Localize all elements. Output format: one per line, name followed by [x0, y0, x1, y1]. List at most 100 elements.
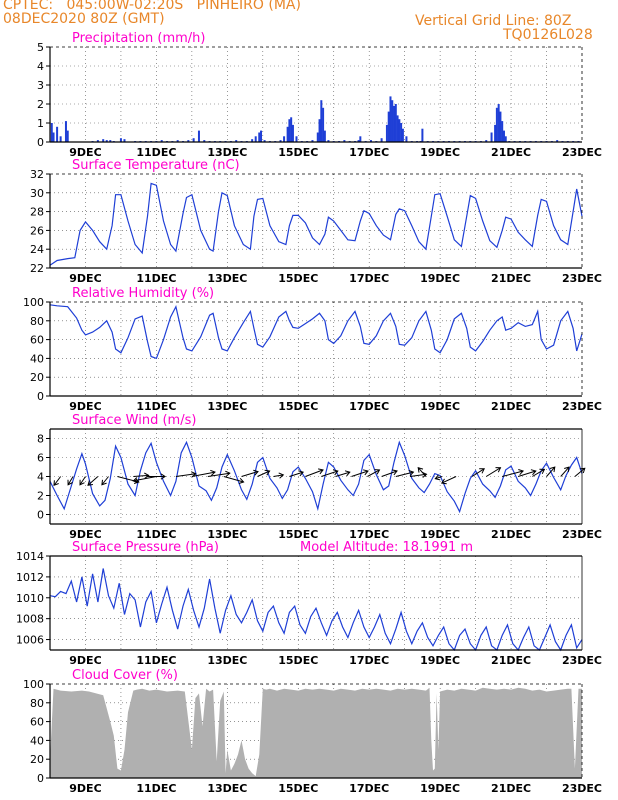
precip-bar: [260, 130, 263, 142]
y-tick-label: 0: [37, 509, 44, 522]
precip-bar: [495, 107, 498, 142]
precip-bar: [320, 100, 323, 142]
precip-bar: [421, 128, 424, 142]
x-tick-label: 11DEC: [136, 654, 176, 667]
wind-vector-shaft: [133, 474, 149, 477]
wind-vector: [257, 469, 271, 477]
y-tick-label: 1012: [16, 571, 44, 584]
wind-vector-head: [101, 479, 107, 486]
precip-bar: [258, 132, 261, 142]
x-tick-label: 13DEC: [207, 654, 247, 667]
precip-bar: [123, 139, 126, 142]
precip-bar: [291, 124, 294, 142]
x-tick-label: 15DEC: [278, 272, 318, 285]
wind-vector: [132, 476, 157, 484]
precip-bar: [400, 123, 403, 142]
wind-vector-head: [133, 478, 140, 484]
wind-vector-shaft: [223, 476, 244, 483]
y-tick-label: 30: [30, 187, 44, 200]
wind-vector-shaft: [79, 476, 86, 486]
x-tick-label: 11DEC: [136, 400, 176, 413]
y-tick-label: 40: [30, 352, 44, 365]
wind-vector: [518, 469, 537, 477]
y-tick-label: 1014: [16, 550, 44, 563]
wind-vector-head: [298, 470, 304, 477]
wind-vector: [335, 470, 351, 477]
wind-vector: [191, 469, 216, 477]
humidity-series: [49, 304, 583, 360]
x-tick-label: 15DEC: [278, 654, 318, 667]
wind-vector-shaft: [117, 476, 139, 483]
y-tick-label: 20: [30, 371, 44, 384]
precip-bar: [176, 140, 179, 142]
precip-bar: [251, 139, 254, 142]
precip-bar: [64, 121, 67, 142]
x-tick-label: 17DEC: [349, 782, 389, 795]
wind-vector-head: [374, 469, 381, 475]
y-tick-label: 1008: [16, 613, 44, 626]
wind-vector-head: [264, 469, 271, 476]
wind-vector-head: [549, 466, 556, 473]
y-tick-label: 22: [30, 262, 44, 275]
panel-title: Precipitation (mm/h): [72, 31, 205, 46]
y-tick-label: 26: [30, 224, 44, 237]
wind-vector: [289, 470, 304, 477]
wind-vector-shaft: [441, 476, 457, 484]
x-tick-label: 9DEC: [69, 400, 101, 413]
temperature-series: [49, 182, 583, 266]
header-station: CPTEC: 045:00W-02:20S PINHEIRO (MA): [3, 0, 301, 13]
wind-vector-head: [253, 469, 259, 476]
precip-bar: [394, 104, 397, 142]
precip-bar: [502, 130, 505, 142]
x-tick-label: 13DEC: [207, 400, 247, 413]
wind-vector: [502, 469, 525, 477]
wind-vector: [574, 467, 586, 477]
x-tick-label: 9DEC: [69, 146, 101, 159]
wind-vector-shaft: [502, 470, 524, 477]
x-tick-label: 9DEC: [69, 272, 101, 285]
precip-bar: [401, 128, 404, 142]
wind-vector-shaft: [381, 470, 398, 477]
wind-vector-head: [67, 479, 73, 486]
wind-vector-head: [210, 469, 216, 476]
x-tick-label: 23DEC: [562, 146, 602, 159]
precip-bar: [288, 119, 291, 142]
x-tick-label: 11DEC: [136, 782, 176, 795]
y-tick-label: 24: [30, 243, 44, 256]
precip-bar: [109, 140, 112, 142]
precip-bar: [359, 136, 362, 142]
y-tick-label: 100: [23, 678, 44, 691]
wind-vector: [417, 466, 427, 477]
wind-vector-shaft: [305, 469, 324, 477]
x-tick-label: 17DEC: [349, 654, 389, 667]
precip-bar: [357, 140, 360, 142]
y-tick-label: 60: [30, 334, 44, 347]
x-tick-label: 19DEC: [420, 782, 460, 795]
precip-bar: [485, 140, 488, 142]
wind-vector-head: [579, 467, 586, 474]
x-tick-label: 23DEC: [562, 400, 602, 413]
wind-vector-head: [417, 466, 424, 473]
panel-title: Surface Temperature (nC): [72, 158, 240, 173]
wind-vector-shaft: [395, 471, 414, 477]
wind-vector-head: [362, 469, 369, 476]
precip-bar: [385, 124, 388, 142]
wind-vector: [434, 474, 443, 481]
wind-vector: [381, 469, 398, 477]
x-tick-label: 21DEC: [491, 528, 531, 541]
y-tick-label: 80: [30, 697, 44, 710]
model-altitude-note: Model Altitude: 18.1991 m: [300, 540, 473, 555]
x-tick-label: 19DEC: [420, 400, 460, 413]
precip-bar: [263, 140, 266, 142]
wind-vector: [53, 476, 62, 487]
x-tick-label: 21DEC: [491, 272, 531, 285]
header-model: TQ0126L028: [503, 27, 593, 43]
y-tick-label: 32: [30, 168, 44, 181]
precip-bar: [52, 132, 55, 142]
y-tick-label: 60: [30, 716, 44, 729]
wind-vector-head: [479, 468, 486, 474]
wind-vector-shaft: [257, 470, 270, 477]
panel-title: Relative Humidity (%): [72, 286, 214, 301]
wind-vector-shaft: [67, 476, 74, 486]
